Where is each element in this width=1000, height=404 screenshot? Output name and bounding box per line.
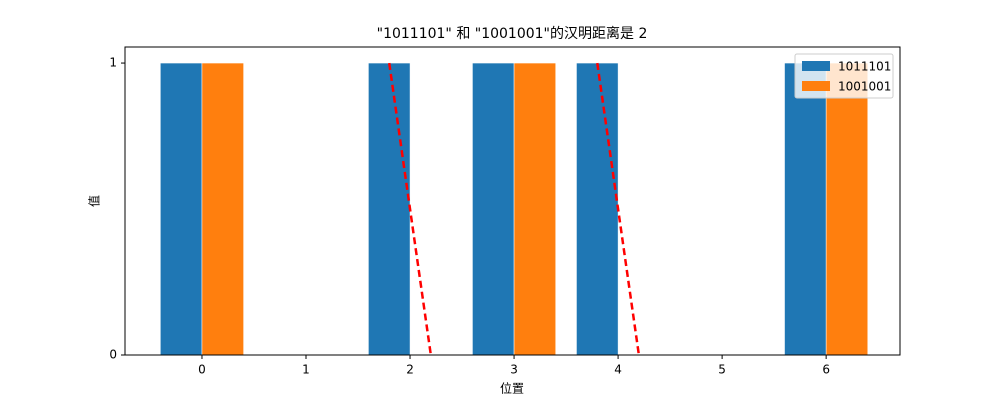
legend-label: 1001001: [838, 80, 891, 94]
legend-swatch: [802, 81, 830, 91]
y-tick-label: 1: [109, 56, 117, 70]
bar: [576, 62, 619, 356]
bar: [825, 62, 869, 356]
bar: [784, 62, 827, 356]
x-tick-label: 2: [406, 363, 414, 377]
x-tick-label: 1: [302, 363, 310, 377]
y-tick-label: 0: [109, 348, 117, 362]
x-axis-label: 位置: [500, 381, 524, 396]
x-tick-label: 5: [718, 363, 726, 377]
x-tick-label: 3: [510, 363, 518, 377]
bar: [472, 62, 515, 356]
x-tick-label: 6: [822, 363, 830, 377]
plot-frame: [124, 46, 901, 356]
bar: [368, 62, 411, 356]
bar: [513, 62, 556, 356]
highlight-line: [596, 62, 641, 356]
x-tick-label: 4: [614, 363, 622, 377]
bar: [201, 62, 244, 356]
legend-label: 1011101: [838, 60, 891, 74]
bar: [160, 62, 203, 356]
chart-title: "1011101" 和 "1001001"的汉明距离是 2: [377, 25, 648, 42]
highlight-line: [387, 62, 433, 356]
x-tick-label: 0: [198, 363, 206, 377]
legend-swatch: [802, 61, 830, 71]
y-axis-label: 值: [87, 195, 102, 207]
